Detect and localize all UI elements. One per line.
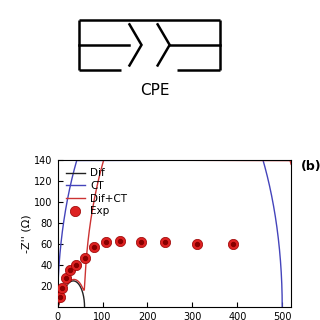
Dif+CT [56,305,60,309]
Point [74,263,79,268]
Point [118,238,123,244]
Exp [63,275,68,280]
Dif [71,279,75,283]
Line: Dif: Dif [58,281,84,307]
CT [280,305,284,309]
Dif [74,280,78,284]
Exp [230,242,236,247]
Exp [60,286,65,291]
Dif [56,305,60,309]
CT [280,303,284,307]
Dif+CT [83,276,87,279]
Dif [83,305,86,309]
Point [68,268,73,273]
CT [280,277,284,281]
Dif [83,305,86,309]
Point [60,286,65,291]
Exp [194,242,199,247]
Exp [74,263,79,268]
Exp [104,239,109,244]
CT [270,196,274,200]
Exp [82,255,87,260]
Dif [58,300,62,304]
Text: (b): (b) [300,160,320,173]
Legend: Dif, CT, Dif+CT, Exp: Dif, CT, Dif+CT, Exp [63,165,130,219]
Dif+CT [80,284,84,288]
CT [261,158,265,162]
Point [230,242,236,247]
CT [266,178,270,182]
Dif+CT [289,162,293,166]
Dif [63,288,67,292]
Exp [68,268,73,273]
Y-axis label: -Z'' (Ω): -Z'' (Ω) [21,214,31,253]
Exp [92,245,97,250]
Point [104,239,109,244]
Exp [57,294,62,299]
Exp [163,239,168,244]
Dif+CT [81,287,85,291]
Line: Dif+CT: Dif+CT [58,160,291,307]
Point [82,255,87,260]
Exp [118,238,123,244]
Dif+CT [56,305,60,309]
CT [280,305,284,309]
Point [92,245,97,250]
Line: CT: CT [58,160,282,307]
Dif [57,303,60,307]
Point [63,275,68,280]
Point [194,242,199,247]
Dif+CT [102,158,106,162]
Dif [83,305,86,309]
Dif+CT [81,286,85,290]
Exp [138,239,143,244]
Text: CPE: CPE [140,83,170,98]
Point [138,239,143,244]
Point [163,239,168,244]
CT [56,305,60,309]
Point [57,294,62,299]
Dif+CT [65,282,69,286]
CT [56,305,60,309]
